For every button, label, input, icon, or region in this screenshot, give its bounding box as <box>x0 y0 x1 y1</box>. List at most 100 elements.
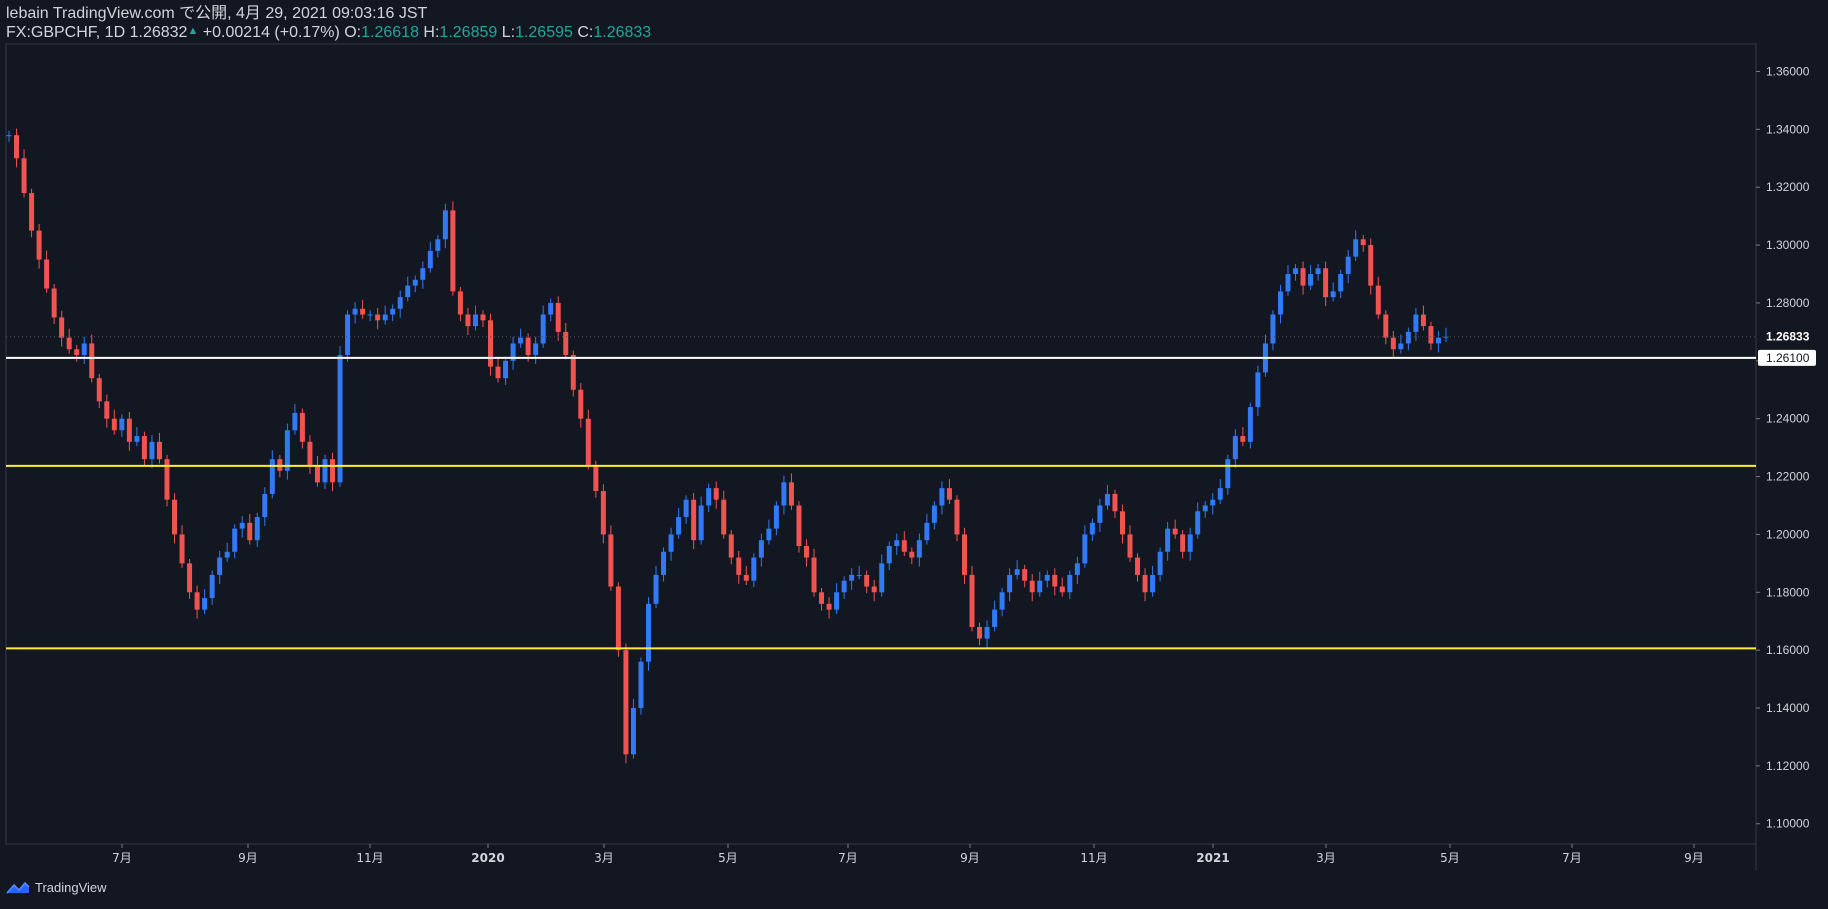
candle <box>1420 305 1426 331</box>
candle <box>1360 234 1366 252</box>
price-tick-label: 1.30000 <box>1766 238 1810 252</box>
candle-body <box>390 308 396 315</box>
candle <box>698 496 704 545</box>
candle-body <box>1059 586 1065 593</box>
candle <box>269 450 275 499</box>
time-tick-label: 5月 <box>718 851 738 865</box>
candle <box>104 394 110 428</box>
candle-body <box>1315 268 1321 275</box>
candle <box>427 241 433 273</box>
candle <box>811 548 817 597</box>
candle-body <box>119 418 125 431</box>
horizontal-lines[interactable] <box>6 336 1756 650</box>
price-tick-label: 1.16000 <box>1766 643 1810 657</box>
candle-body <box>1405 331 1411 344</box>
candle <box>382 305 388 325</box>
candle-body <box>518 337 524 344</box>
candle-body <box>766 528 772 541</box>
candle <box>488 313 494 376</box>
symbol-label[interactable]: FX:GBPCHF, 1D <box>6 24 126 41</box>
candle-body <box>44 259 50 289</box>
candle-body <box>1255 372 1261 408</box>
candle <box>412 275 418 293</box>
candle <box>736 550 742 584</box>
candle-body <box>382 314 388 321</box>
candle <box>555 296 561 341</box>
candle <box>691 493 697 550</box>
candle-body <box>179 534 185 564</box>
candle <box>1375 276 1381 319</box>
candle-body <box>585 418 591 465</box>
candle-body <box>886 545 892 564</box>
time-axis[interactable]: 7月 9月 11月 2020 3月 5月 7月 9月 11月 2021 3月 5月 7月 9月 <box>112 844 1704 865</box>
tradingview-brand[interactable]: TradingView <box>35 880 107 895</box>
candle <box>1277 284 1283 324</box>
candle <box>1345 250 1351 283</box>
candle-body <box>209 574 215 599</box>
publisher-line: lebain TradingView.com で公開, 4月 29, 2021 … <box>6 5 428 22</box>
candle-body <box>367 314 373 316</box>
candle-body <box>457 291 463 315</box>
candle-body <box>1157 551 1163 575</box>
candle-body <box>1323 268 1329 298</box>
candle-body <box>1247 407 1253 442</box>
time-tick-label: 7月 <box>1562 851 1582 865</box>
candle-body <box>939 488 945 506</box>
candle <box>179 525 185 568</box>
candle-body <box>743 574 749 581</box>
candle <box>1037 571 1043 597</box>
candle <box>766 519 772 545</box>
candle <box>1217 479 1223 505</box>
candle <box>1225 454 1231 495</box>
candle <box>1232 429 1238 469</box>
candle <box>992 600 998 632</box>
candle-body <box>600 491 606 535</box>
candle <box>66 328 72 354</box>
candle-body <box>856 574 862 576</box>
candle <box>1119 504 1125 544</box>
candle <box>977 622 983 646</box>
level-badge[interactable] <box>1758 349 1816 366</box>
candle-body <box>66 337 72 350</box>
candle <box>1240 427 1246 447</box>
candle <box>420 261 426 289</box>
candle <box>1067 570 1073 599</box>
candle <box>172 493 178 544</box>
candle-body <box>495 366 501 379</box>
time-tick-label: 2020 <box>471 851 504 865</box>
candle-body <box>269 459 275 494</box>
candle <box>29 188 35 238</box>
candle <box>946 479 952 505</box>
candle-body <box>1029 580 1035 593</box>
candle <box>1255 365 1261 417</box>
candle <box>894 533 900 555</box>
candle-body <box>1202 505 1208 512</box>
candle-body <box>578 389 584 419</box>
candle <box>1172 519 1178 539</box>
candle <box>126 412 132 451</box>
candle <box>450 201 456 296</box>
candle <box>819 587 825 611</box>
candle <box>1315 263 1321 281</box>
candle-body <box>1390 337 1396 350</box>
candle <box>1142 568 1148 602</box>
candle <box>337 346 343 487</box>
candle-body <box>465 314 471 327</box>
candle-body <box>156 441 162 460</box>
candle-body <box>871 586 877 593</box>
candle-body <box>1112 493 1118 512</box>
candle <box>1262 334 1268 377</box>
candle <box>856 565 862 580</box>
candle <box>646 597 652 671</box>
candle-body <box>397 297 403 309</box>
candle-body <box>420 268 426 280</box>
candle <box>676 508 682 539</box>
candle <box>405 276 411 302</box>
candle-body <box>111 418 117 431</box>
candle-body <box>14 135 20 159</box>
price-axis[interactable]: 1.360001.340001.320001.300001.280001.260… <box>1756 64 1816 831</box>
low-label: L: <box>501 24 516 41</box>
candle <box>51 284 57 325</box>
candle <box>879 554 885 597</box>
